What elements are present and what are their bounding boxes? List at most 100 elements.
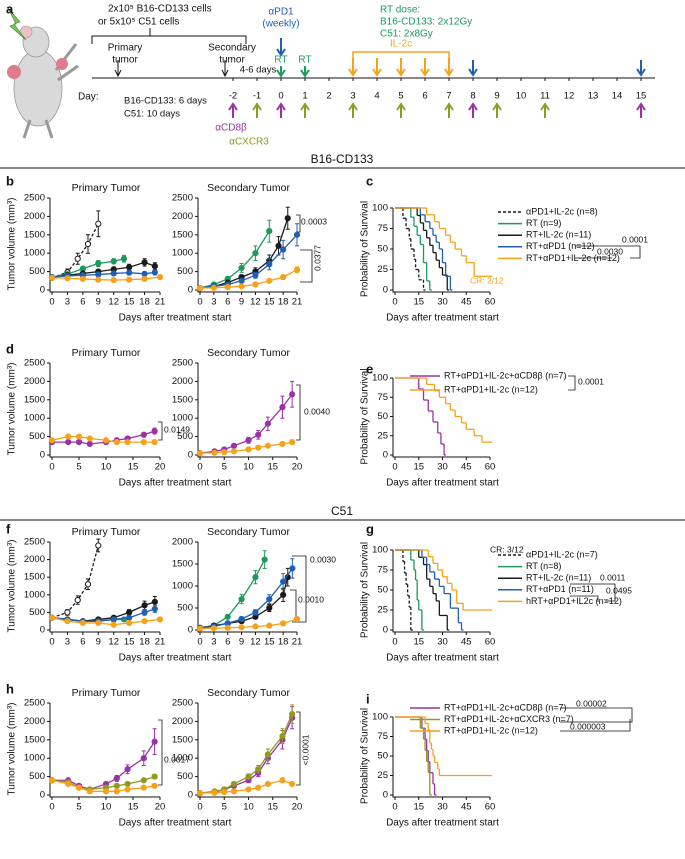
x-tick-label: 10	[243, 462, 254, 473]
data-point	[279, 440, 286, 448]
x-tick-label: 6	[80, 297, 85, 308]
data-point	[95, 271, 102, 278]
y-tick-label: 1000	[24, 753, 45, 764]
data-point	[75, 439, 83, 446]
y-tick-label: 500	[29, 771, 45, 782]
y-tick-label: 500	[177, 266, 193, 277]
data-point	[196, 450, 204, 457]
data-point	[141, 609, 148, 616]
data-point	[264, 780, 271, 788]
data-point	[113, 439, 120, 446]
y-tick-label: 0	[40, 285, 45, 296]
annotation: 0.0030	[310, 554, 336, 564]
il2-bracket	[352, 51, 450, 58]
y-tick-label: 2000	[172, 716, 193, 727]
bracket	[158, 421, 163, 441]
series-line	[199, 568, 293, 629]
y-tick-label: 100	[372, 373, 388, 384]
x-tick-label: 15	[413, 297, 424, 308]
x-tick-label: 0	[392, 462, 397, 473]
x-tick-label: 21	[155, 637, 166, 648]
x-tick-label: 10	[101, 462, 112, 473]
y-tick-label: 75	[377, 565, 388, 576]
data-point	[48, 614, 56, 621]
x-tick-label: 45	[461, 297, 472, 308]
bracket	[568, 375, 576, 391]
bracket	[296, 711, 301, 786]
data-point	[245, 446, 252, 453]
section-title: B16-CD133	[311, 152, 374, 166]
data-point	[110, 621, 117, 628]
data-point	[221, 448, 228, 456]
day-tick-label: 13	[588, 91, 599, 102]
data-point	[102, 788, 110, 795]
y-tick-label: 2000	[172, 376, 193, 387]
data-point	[261, 556, 268, 563]
y-tick-label: 2500	[172, 358, 193, 369]
y-tick-label: 0	[383, 285, 388, 296]
rt-dose: RT dose:	[380, 5, 420, 16]
legend-label: αPD1+IL-2c (n=7)	[526, 549, 598, 559]
data-point	[224, 283, 231, 291]
axes	[197, 703, 297, 798]
data-point	[113, 788, 120, 795]
data-point	[280, 578, 287, 585]
data-point	[86, 435, 93, 442]
section-title: C51	[331, 504, 353, 518]
y-tick-label: 1500	[172, 394, 193, 405]
data-point	[280, 274, 287, 281]
x-tick-label: 18	[139, 637, 150, 648]
panel-letter: e	[366, 361, 373, 376]
axes	[197, 198, 297, 293]
data-point	[141, 259, 148, 266]
annotation: 0.0017	[164, 754, 190, 764]
data-point	[126, 619, 133, 627]
data-point	[255, 766, 262, 773]
x-axis-label: Days after treatment start	[119, 818, 232, 829]
data-point	[289, 780, 296, 788]
cxcr3-label: αCXCR3	[229, 137, 269, 148]
data-point	[86, 440, 93, 448]
legend-label: RT+αPD1+IL-2c+αCXCR3 (n=7)	[444, 714, 574, 724]
data-point	[210, 284, 217, 291]
data-point	[293, 231, 301, 238]
interval: 4-6 days	[240, 65, 277, 76]
day-tick-label: 12	[564, 91, 575, 102]
x-tick-label: 21	[292, 297, 303, 308]
panel-letter: g	[366, 521, 374, 536]
mouse-illustration	[7, 7, 79, 139]
panel-letter: b	[6, 173, 14, 188]
y-tick-label: 50	[377, 751, 388, 762]
data-point	[151, 782, 158, 789]
x-tick-label: 15	[124, 637, 135, 648]
y-tick-label: 100	[372, 712, 388, 723]
data-point	[230, 448, 238, 455]
x-tick-label: 5	[222, 462, 227, 473]
data-point	[156, 274, 164, 281]
data-point	[280, 246, 287, 253]
rt-label: RT	[298, 55, 311, 66]
x-axis-label: Days after treatment start	[386, 313, 499, 324]
axes	[197, 363, 297, 458]
treatment-arrow	[372, 58, 382, 77]
data-point	[238, 277, 245, 284]
x-tick-label: 60	[485, 637, 496, 648]
day-tick-label: -2	[229, 91, 237, 102]
x-tick-label: 15	[128, 462, 139, 473]
legend-label: RT+IL-2c (n=11)	[526, 573, 591, 583]
data-point	[48, 777, 56, 784]
data-point	[140, 431, 147, 438]
x-tick-label: 12	[250, 637, 261, 648]
apd1-label: αPD1	[268, 7, 294, 18]
data-point	[230, 780, 238, 788]
axes	[49, 363, 160, 458]
x-tick-label: 15	[124, 297, 135, 308]
day-tick-label: 11	[540, 91, 550, 102]
y-tick-label: 25	[377, 264, 388, 275]
treatment-arrow	[444, 58, 454, 77]
day-tick-label: 9	[494, 91, 499, 102]
treatment-arrow	[492, 102, 502, 118]
x-tick-label: 10	[101, 802, 112, 813]
x-tick-label: 45	[461, 802, 472, 813]
